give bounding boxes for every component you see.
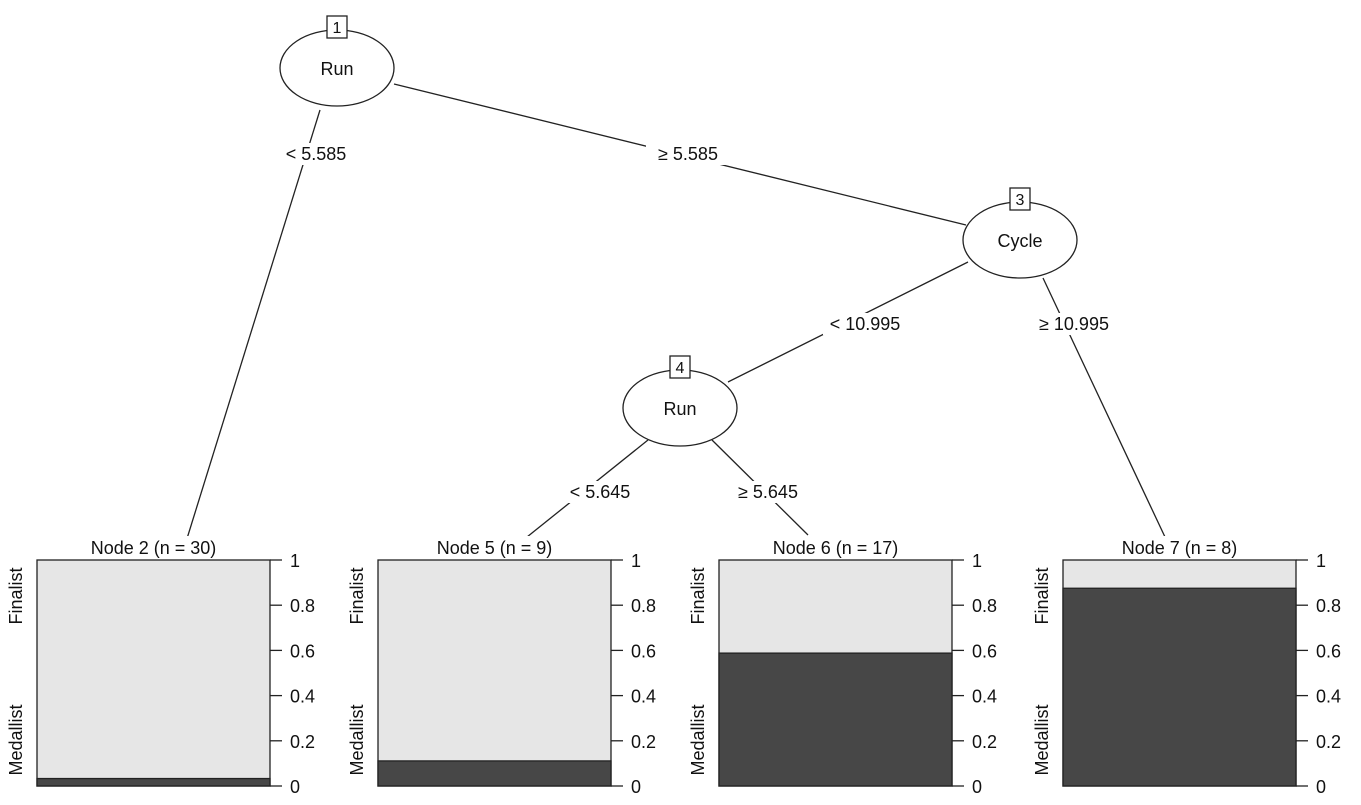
node-id-box [326, 15, 348, 39]
node-id-label: 4 [676, 360, 685, 377]
panel-title-bg [318, 536, 611, 552]
node-variable-label: Run [663, 399, 696, 419]
finalist-bar-node-2 [36, 559, 271, 787]
edge-label: ≥ 5.645 [738, 482, 798, 502]
class-label-medallist: Medallist [1032, 704, 1052, 775]
node-variable-label: Cycle [997, 231, 1042, 251]
y-tick-label: 0.2 [290, 732, 315, 752]
node-variable-label: Run [320, 59, 353, 79]
y-tick-label: 0.4 [972, 687, 997, 707]
class-label-finalist: Finalist [347, 567, 367, 624]
terminal-node-title: Node 6 (n = 17) [773, 538, 899, 558]
medallist-bar-node-5 [377, 760, 612, 787]
y-tick-label: 0.2 [631, 732, 656, 752]
class-label-finalist: Finalist [688, 567, 708, 624]
edge-label-bg [726, 481, 810, 503]
y-tick-label: 0 [1316, 777, 1326, 797]
y-tick-label: 1 [972, 551, 982, 571]
y-tick-label: 0.6 [1316, 641, 1341, 661]
y-tick-label: 0.4 [631, 687, 656, 707]
terminal-node-title: Node 2 (n = 30) [91, 538, 217, 558]
y-tick-label: 1 [1316, 551, 1326, 571]
y-tick-label: 0.6 [631, 641, 656, 661]
node-id-box [669, 355, 691, 379]
node-id-label: 1 [333, 20, 342, 37]
medallist-bar-node-6 [718, 652, 953, 787]
class-label-medallist: Medallist [6, 704, 26, 775]
node-id-box [1009, 187, 1031, 211]
edge-label-bg [274, 143, 358, 165]
y-tick-label: 0.8 [290, 596, 315, 616]
y-tick-label: 0 [972, 777, 982, 797]
class-label-finalist: Finalist [6, 567, 26, 624]
medallist-bar-node-2 [36, 777, 271, 787]
edge-label-bg [823, 313, 907, 335]
y-tick-label: 0.8 [631, 596, 656, 616]
y-tick-label: 0.4 [290, 687, 315, 707]
class-label-medallist: Medallist [347, 704, 367, 775]
y-tick-label: 0.2 [972, 732, 997, 752]
edge-label: ≥ 5.585 [658, 144, 718, 164]
medallist-bar-node-7 [1062, 587, 1297, 787]
finalist-bar-node-5 [377, 559, 612, 787]
y-tick-label: 1 [631, 551, 641, 571]
y-tick-label: 0.6 [972, 641, 997, 661]
edge-label-bg [1032, 313, 1116, 335]
edge-label-bg [558, 481, 642, 503]
class-label-finalist: Finalist [1032, 567, 1052, 624]
panel-title-bg [659, 536, 952, 552]
edge-line-1-2 [184, 109, 321, 546]
y-tick-label: 1 [290, 551, 300, 571]
edge-label: < 5.645 [570, 482, 631, 502]
terminal-node-title: Node 5 (n = 9) [437, 538, 553, 558]
y-tick-label: 0 [631, 777, 641, 797]
y-tick-label: 0.6 [290, 641, 315, 661]
y-tick-label: 0.8 [972, 596, 997, 616]
y-tick-label: 0.8 [1316, 596, 1341, 616]
class-label-medallist: Medallist [688, 704, 708, 775]
edge-label: < 5.585 [286, 144, 347, 164]
y-tick-label: 0.2 [1316, 732, 1341, 752]
edge-label: < 10.995 [830, 314, 901, 334]
terminal-node-title: Node 7 (n = 8) [1122, 538, 1238, 558]
panel-title-bg [0, 536, 270, 552]
y-tick-label: 0.4 [1316, 687, 1341, 707]
y-tick-label: 0 [290, 777, 300, 797]
edge-label: ≥ 10.995 [1039, 314, 1109, 334]
panel-title-bg [1003, 536, 1296, 552]
edge-label-bg [646, 143, 730, 165]
node-id-label: 3 [1016, 192, 1025, 209]
